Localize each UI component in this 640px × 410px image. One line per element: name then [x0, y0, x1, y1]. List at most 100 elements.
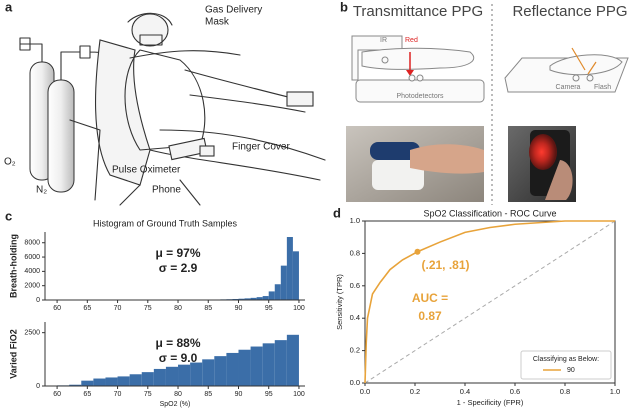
chart-title: SpO2 Classification - ROC Curve: [423, 208, 556, 218]
x-tick-label: 0.0: [360, 387, 370, 396]
x-tick-label: 85: [204, 391, 212, 398]
charts: 0 2000 4000 6000 8000 60 65 70 75 80 85 90 95 100 Brea…: [8, 208, 620, 407]
y-tick-label: 8000: [24, 240, 40, 247]
y-tick-label: 0.4: [350, 313, 360, 322]
y-tick-label: 6000: [24, 254, 40, 261]
red-label: Red: [405, 37, 418, 44]
histogram-bar: [244, 298, 251, 300]
head: [131, 13, 169, 47]
histogram-bar: [202, 359, 215, 386]
oximeter-label: Pulse Oximeter: [112, 165, 181, 176]
reflectance-diagram: [504, 47, 629, 93]
histogram-bar: [93, 378, 106, 386]
x-tick-label: 60: [53, 391, 61, 398]
histogram-bar: [250, 297, 257, 300]
mask-label: Mask: [205, 17, 230, 28]
x-tick-label: 70: [114, 305, 122, 312]
x-tick-label: 90: [235, 305, 243, 312]
chair-back: [95, 39, 151, 186]
mask: [127, 12, 173, 46]
y-tick-label: 2000: [24, 283, 40, 290]
y-axis-label: Breath-holding: [8, 234, 18, 298]
armrest-device: [286, 91, 314, 107]
histogram-bar: [250, 346, 263, 386]
histogram-bar: [226, 352, 239, 386]
x-tick-label: 0.4: [460, 387, 470, 396]
x-tick-label: 95: [265, 391, 273, 398]
panel-letter: a: [5, 0, 13, 14]
histogram-bar: [238, 298, 245, 300]
phone-label: Phone: [152, 185, 181, 196]
regulators: [19, 37, 131, 81]
annotation: μ = 88%: [155, 336, 200, 350]
auc-label: AUC =: [412, 291, 448, 305]
x-tick-label: 85: [204, 305, 212, 312]
x-tick-label: 0.2: [410, 387, 420, 396]
x-tick-label: 0.8: [560, 387, 570, 396]
ir-label: IR: [380, 37, 387, 44]
panel-letter: c: [5, 208, 12, 223]
transmittance-photo: [346, 126, 484, 202]
x-tick-label: 70: [114, 391, 122, 398]
x-tick-label: 100: [293, 305, 305, 312]
x-tick-label: 65: [83, 305, 91, 312]
panel-title: Reflectance PPG: [512, 3, 627, 20]
highlight-label: (.21, .81): [422, 258, 470, 272]
reflectance-photo: [508, 126, 576, 202]
histogram-bar: [262, 343, 275, 386]
histogram-bar: [153, 368, 166, 386]
phone-shape: [168, 137, 208, 161]
histogram-bar: [141, 372, 154, 386]
camera-label: Camera: [556, 84, 581, 91]
annotation: σ = 9.0: [159, 351, 198, 365]
y-tick-label: 4000: [24, 268, 40, 275]
histogram-bar: [129, 374, 142, 386]
histogram-bar: [117, 376, 130, 386]
histogram-bar: [69, 384, 82, 386]
histogram-bar: [280, 265, 287, 300]
gas-tube: [129, 50, 241, 59]
histogram-bar: [232, 298, 239, 300]
x-tick-label: 75: [144, 391, 152, 398]
x-tick-label: 100: [293, 391, 305, 398]
panel-letter: d: [333, 205, 341, 220]
histogram-bar: [256, 297, 263, 300]
histogram-bar: [178, 364, 191, 386]
legs: [149, 129, 326, 181]
chance-line: [364, 220, 616, 384]
highlight-point: [414, 248, 421, 255]
y-tick-label: 0.2: [350, 346, 360, 355]
x-tick-label: 60: [53, 305, 61, 312]
histogram-bar: [286, 237, 293, 300]
panel-title: Transmittance PPG: [353, 3, 483, 20]
histogram-bar: [105, 377, 118, 386]
panel-a-illustration: [19, 12, 326, 206]
mask-label: Gas Delivery: [205, 5, 262, 16]
legend-label: 90: [567, 367, 575, 374]
o2-label: O₂: [4, 157, 16, 168]
x-tick-label: 80: [174, 305, 182, 312]
n2-cylinder: [47, 79, 75, 193]
x-axis-label: 1 - Specificity (FPR): [457, 398, 524, 407]
y-tick-label: 1.0: [350, 216, 360, 225]
n2-label: N₂: [36, 185, 47, 196]
x-tick-label: 80: [174, 391, 182, 398]
histogram-bar: [274, 340, 287, 386]
auc-label: 0.87: [418, 309, 442, 323]
finger-cover-label: Finger Cover: [232, 142, 290, 153]
y-tick-label: 0.6: [350, 281, 360, 290]
x-tick-label: 0.6: [510, 387, 520, 396]
y-axis-label: Varied FiO2: [8, 329, 18, 379]
chair-legs: [69, 119, 201, 206]
y-tick-label: 0.0: [350, 378, 360, 387]
legend-box: [520, 350, 612, 380]
histogram-bar: [292, 251, 299, 300]
x-tick-label: 95: [265, 305, 273, 312]
detector-label: Photodetectors: [396, 93, 444, 100]
flash-label: Flash: [594, 84, 611, 91]
x-tick-label: 65: [83, 391, 91, 398]
histogram-bar: [190, 362, 203, 386]
histogram-bar: [214, 356, 227, 386]
oximeter-shape: [199, 145, 215, 157]
